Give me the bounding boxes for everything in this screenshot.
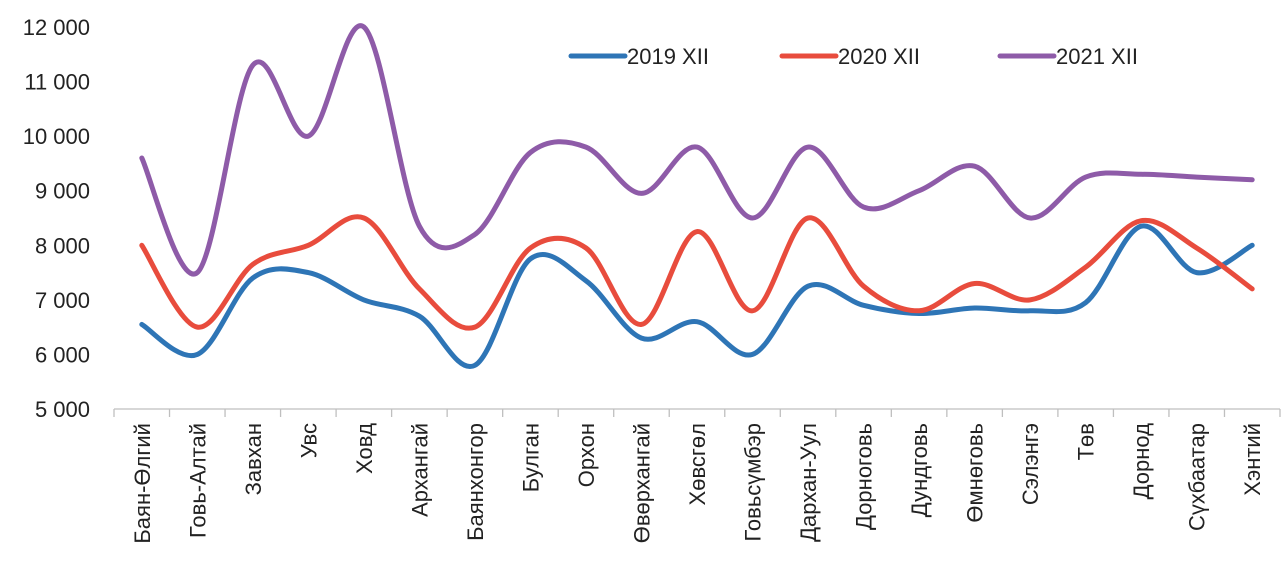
category-label: Баянхонгор (463, 423, 488, 541)
category-label: Архангай (407, 423, 432, 517)
category-label: Дархан-Уул (796, 423, 821, 542)
y-tick-label: 8 000 (35, 233, 90, 258)
category-label: Завхан (241, 423, 266, 495)
category-label: Говь-Алтай (185, 423, 210, 538)
category-label: Төв (1074, 423, 1099, 460)
y-tick-label: 6 000 (35, 342, 90, 367)
y-tick-label: 11 000 (24, 70, 90, 95)
category-label: Өвөрхангай (629, 423, 654, 543)
legend: 2019 XII 2020 XII 2021 XII (568, 44, 1138, 69)
category-label: Дорноговь (852, 423, 877, 530)
category-label: Говьсүмбэр (741, 423, 766, 542)
category-label: Сүхбаатар (1185, 423, 1210, 531)
category-label: Орхон (574, 423, 599, 487)
legend-label: 2019 XII (627, 44, 709, 69)
y-axis: 5 000 6 000 7 000 8 000 9 000 10 000 11 000 12 … (23, 15, 90, 422)
category-label: Булган (518, 423, 543, 492)
series-line-2 (139, 214, 1255, 331)
category-label: Увс (296, 423, 321, 458)
category-label: Хэнтий (1240, 423, 1265, 496)
series-line-1 (139, 223, 1255, 369)
y-tick-label: 5 000 (35, 397, 90, 422)
category-label: Өмнөговь (963, 423, 988, 523)
y-tick-label: 9 000 (35, 179, 90, 204)
category-label: Дундговь (907, 423, 932, 517)
series-line-3 (139, 23, 1255, 277)
category-label: Сэлэнгэ (1018, 423, 1043, 505)
category-label: Хөвсгөл (685, 423, 710, 505)
legend-label: 2021 XII (1056, 44, 1138, 69)
category-label: Баян-Өлгий (130, 423, 155, 544)
category-label: Дорнод (1129, 423, 1154, 500)
y-tick-label: 10 000 (23, 124, 90, 149)
y-tick-label: 7 000 (35, 288, 90, 313)
legend-label: 2020 XII (838, 44, 920, 69)
x-axis: Баян-Өлгий Говь-Алтай Завхан Увс Ховд Арханга… (113, 408, 1281, 544)
y-tick-label: 12 000 (23, 15, 90, 40)
series-group (139, 23, 1255, 369)
category-label: Ховд (352, 423, 377, 474)
